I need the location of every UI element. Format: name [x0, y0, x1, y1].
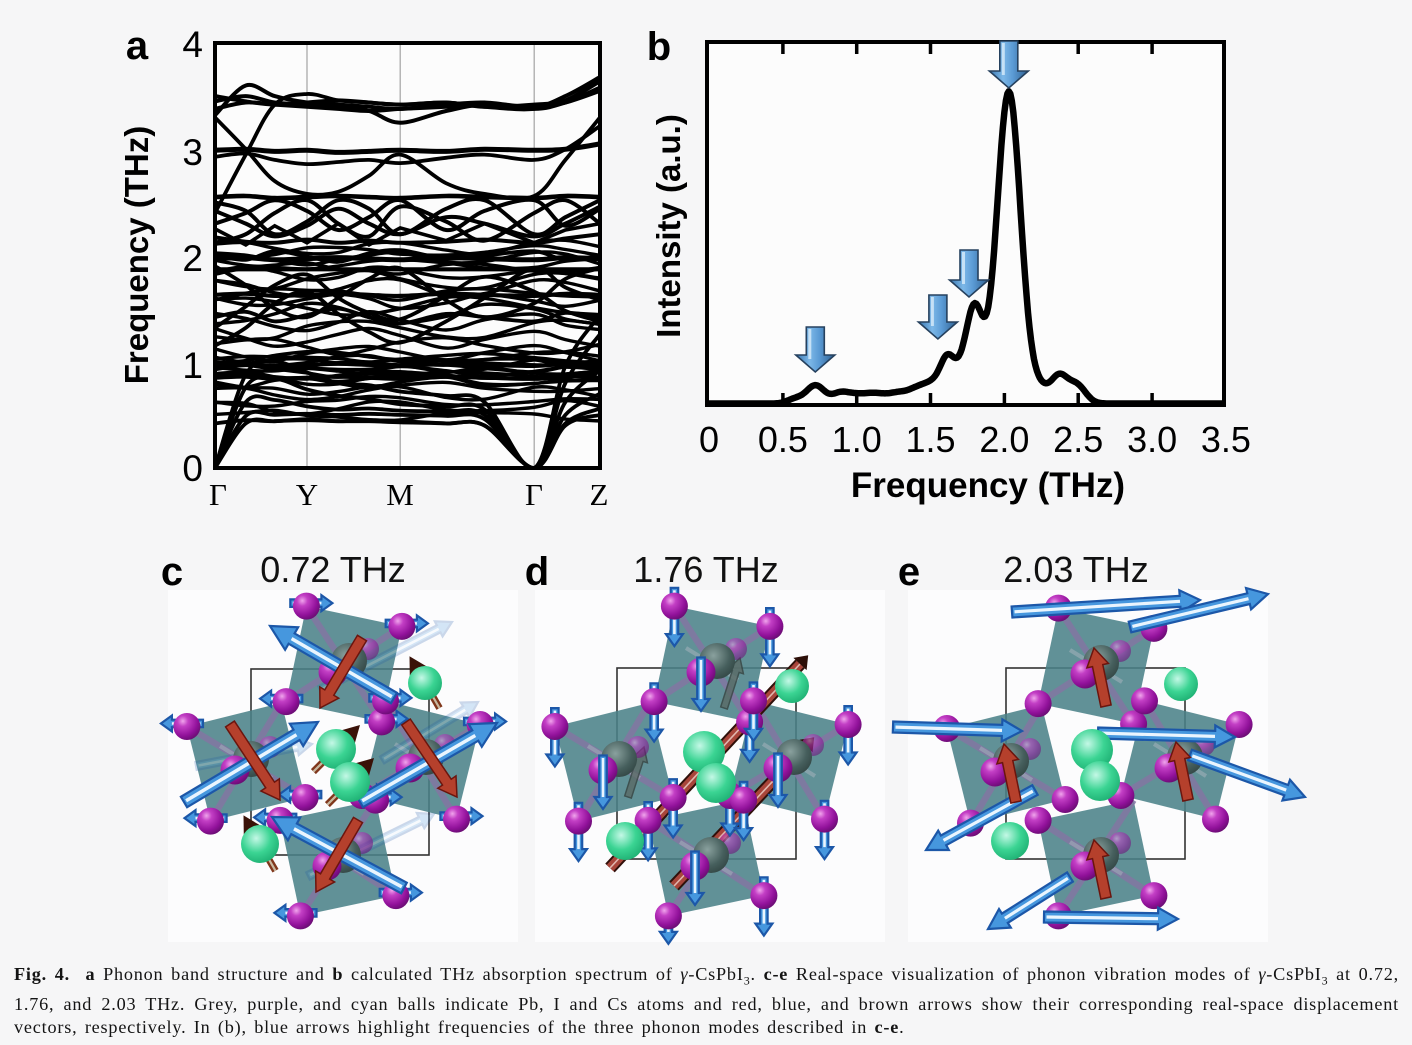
- svg-text:2.03 THz: 2.03 THz: [1003, 549, 1148, 590]
- svg-text:Γ: Γ: [525, 477, 543, 512]
- svg-text:1.0: 1.0: [832, 419, 882, 460]
- svg-text:a: a: [126, 24, 149, 68]
- svg-text:Γ: Γ: [209, 477, 227, 512]
- svg-text:2: 2: [182, 238, 203, 279]
- svg-text:d: d: [525, 550, 549, 594]
- svg-text:0: 0: [699, 419, 719, 460]
- svg-text:Z: Z: [590, 477, 609, 512]
- svg-text:3.0: 3.0: [1127, 419, 1177, 460]
- svg-text:3.5: 3.5: [1201, 419, 1251, 460]
- svg-text:b: b: [647, 25, 671, 69]
- svg-text:M: M: [386, 477, 414, 512]
- svg-text:0.5: 0.5: [758, 419, 808, 460]
- svg-text:c: c: [161, 550, 183, 594]
- svg-text:1.5: 1.5: [905, 419, 955, 460]
- svg-text:Frequency (THz): Frequency (THz): [851, 466, 1125, 505]
- svg-text:Y: Y: [296, 477, 318, 512]
- svg-text:2.0: 2.0: [979, 419, 1029, 460]
- svg-text:Frequency (THz): Frequency (THz): [118, 126, 155, 385]
- svg-text:1: 1: [182, 345, 203, 386]
- svg-text:1.76 THz: 1.76 THz: [633, 549, 778, 590]
- svg-text:2.5: 2.5: [1053, 419, 1103, 460]
- svg-text:3: 3: [182, 132, 203, 173]
- svg-text:Intensity (a.u.): Intensity (a.u.): [650, 114, 687, 338]
- svg-text:e: e: [898, 550, 920, 594]
- svg-text:4: 4: [182, 24, 203, 65]
- svg-text:0: 0: [182, 448, 203, 489]
- svg-text:0.72 THz: 0.72 THz: [260, 549, 405, 590]
